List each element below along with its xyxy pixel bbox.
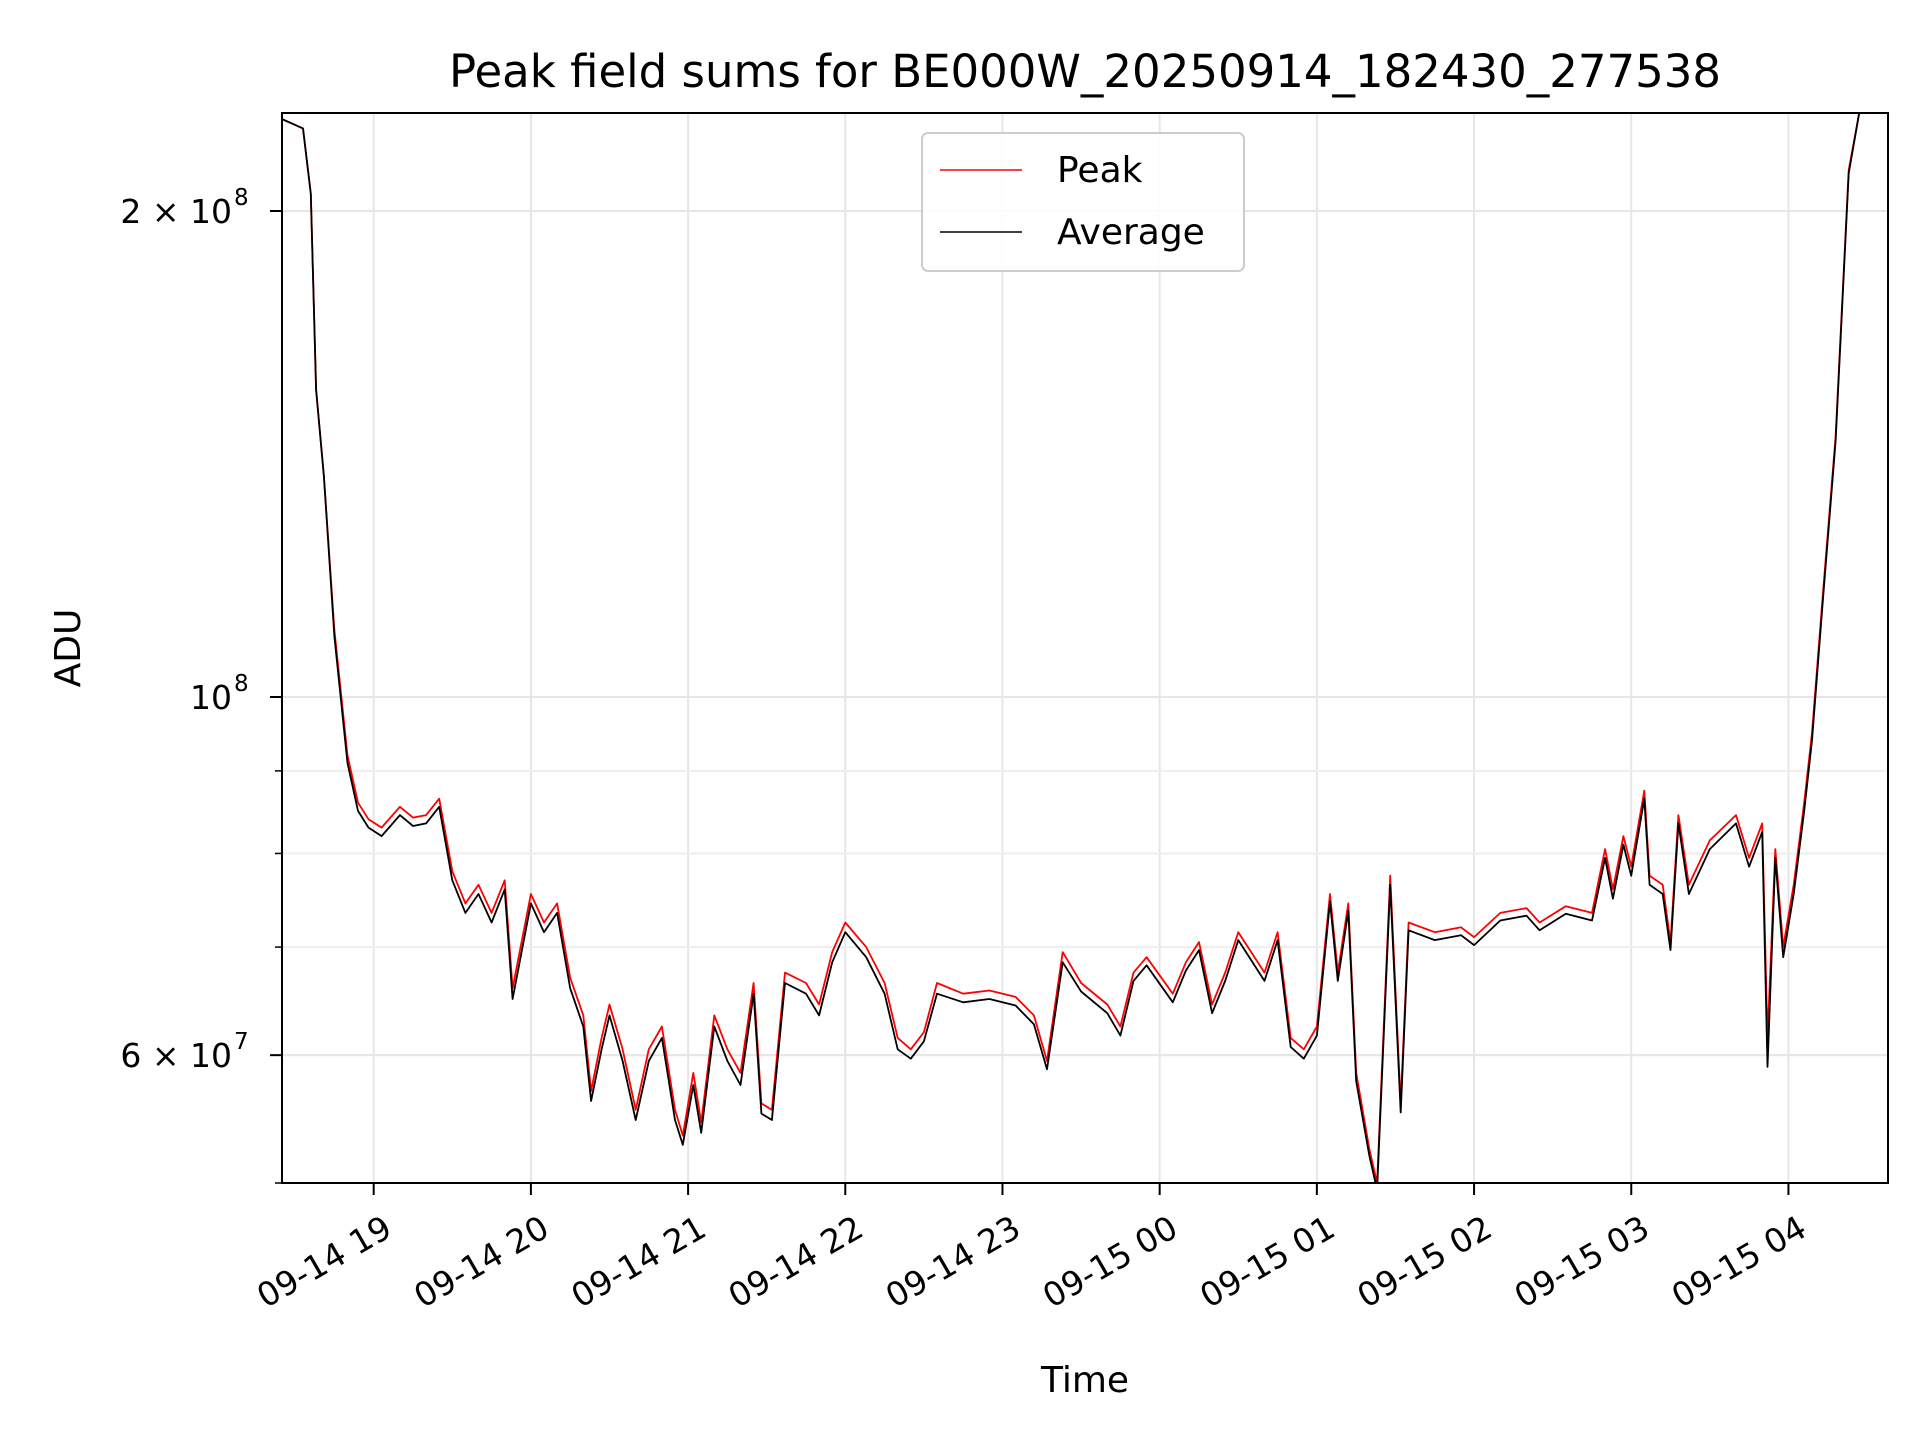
y-tick-base: 6 × 10 — [120, 1036, 232, 1075]
y-tick-exponent: 8 — [234, 671, 249, 697]
series-line-peak — [282, 113, 1861, 1183]
y-tick-exponent: 7 — [234, 1029, 249, 1055]
y-tick-base: 10 — [190, 678, 232, 717]
y-tick-base: 2 × 10 — [120, 192, 232, 231]
legend-label-average: Average — [1057, 212, 1205, 253]
series-layer — [282, 113, 1861, 1183]
y-axis-label: ADU — [48, 609, 89, 688]
y-tick-label: 2 × 10 — [120, 192, 232, 231]
legend: Peak Average — [921, 132, 1245, 272]
x-axis-label: Time — [1040, 1360, 1129, 1401]
legend-box — [921, 132, 1245, 272]
chart-title: Peak field sums for BE000W_20250914_1824… — [449, 45, 1721, 98]
y-tick-label: 10 — [190, 678, 232, 717]
y-tick-label: 6 × 10 — [120, 1036, 232, 1075]
plot-frame — [281, 112, 1889, 1184]
series-line-average — [282, 113, 1861, 1183]
legend-label-peak: Peak — [1057, 150, 1143, 191]
y-tick-exponent: 8 — [234, 185, 249, 211]
